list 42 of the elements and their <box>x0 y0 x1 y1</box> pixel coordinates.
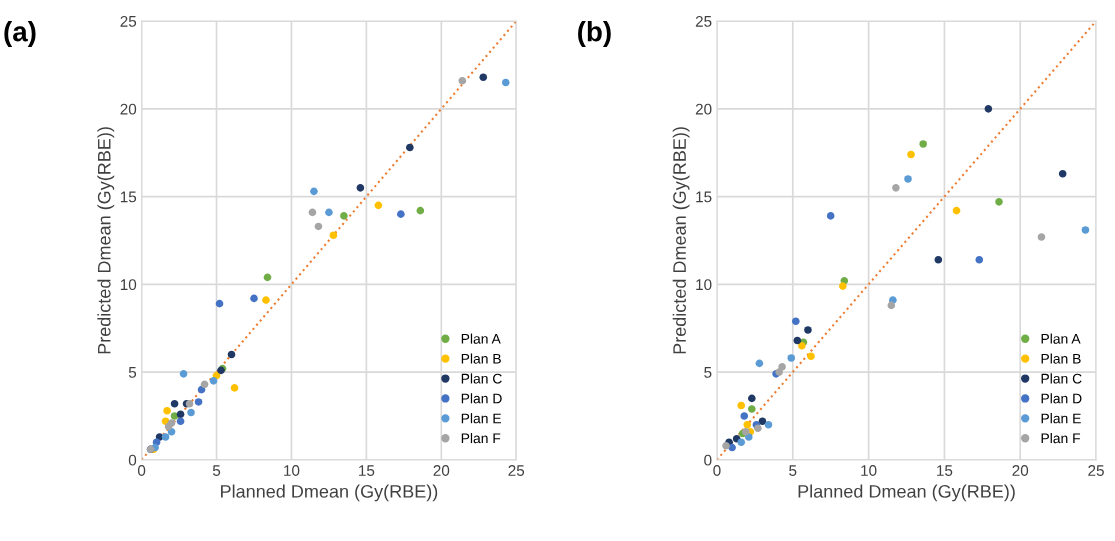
y-tick-label: 25 <box>695 15 712 27</box>
x-tick-label: 20 <box>1012 465 1029 476</box>
y-tick-label: 20 <box>120 103 137 115</box>
chart-title: (b) <box>578 21 611 47</box>
y-tick-label: 10 <box>120 279 137 291</box>
x-tick-label: 20 <box>433 465 450 476</box>
legend-label: Plan B <box>1041 353 1081 364</box>
y-tick-label: 0 <box>704 454 712 466</box>
x-tick-label: 5 <box>212 465 221 476</box>
legend-label: Plan A <box>461 333 501 344</box>
legend-label: Plan E <box>461 413 501 424</box>
y-tick-label: 25 <box>120 15 137 27</box>
x-tick-label: 15 <box>359 465 375 476</box>
x-axis-title: Planned Dmean (Gy(RBE)) <box>221 484 438 502</box>
y-tick-label: 0 <box>128 454 137 466</box>
x-tick-label: 25 <box>1088 465 1104 476</box>
legend-label: Plan F <box>1041 433 1081 444</box>
legend-label: Plan C <box>461 373 502 384</box>
y-tick-label: 10 <box>696 279 712 291</box>
y-tick-label: 5 <box>704 367 712 378</box>
y-tick-label: 20 <box>695 103 712 115</box>
chart-title: (a) <box>4 21 36 47</box>
x-tick-label: 0 <box>713 465 721 476</box>
x-tick-label: 10 <box>861 465 877 476</box>
x-tick-label: 25 <box>508 465 525 476</box>
legend-label: Plan D <box>461 393 502 404</box>
x-tick-label: 5 <box>789 465 797 476</box>
y-axis-title: Predicted Dmean (Gy(RBE)) <box>672 127 690 354</box>
legend-label: Plan C <box>1041 373 1082 384</box>
legend-label: Plan F <box>461 433 501 444</box>
x-axis-title: Planned Dmean (Gy(RBE)) <box>798 484 1015 502</box>
y-tick-label: 15 <box>696 191 712 203</box>
legend-label: Plan D <box>1041 393 1082 404</box>
legend-label: Plan A <box>1041 333 1081 344</box>
x-tick-label: 10 <box>284 465 300 476</box>
x-tick-label: 0 <box>137 465 146 476</box>
y-tick-label: 15 <box>120 191 137 203</box>
x-tick-label: 15 <box>937 465 953 476</box>
y-axis-title: Predicted Dmean (Gy(RBE)) <box>97 127 115 354</box>
legend-label: Plan B <box>461 353 501 364</box>
legend-label: Plan E <box>1041 413 1081 424</box>
y-tick-label: 5 <box>128 367 137 378</box>
